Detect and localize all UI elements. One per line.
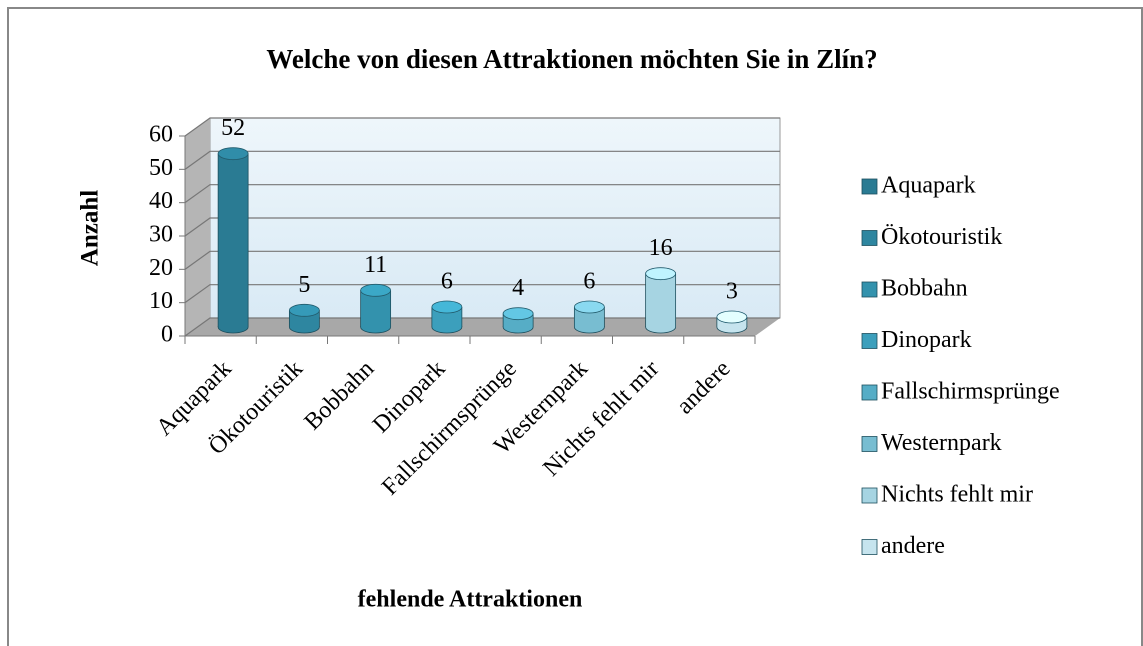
y-tick-label: 40 [149, 188, 173, 214]
data-label: 52 [221, 115, 245, 141]
legend-label: andere [881, 533, 945, 559]
y-tick-label: 50 [149, 155, 173, 181]
legend-label: Fallschirmsprünge [881, 379, 1060, 405]
legend-label: Westernpark [881, 430, 1002, 456]
chart-title: Welche von diesen Attraktionen möchten S… [266, 44, 877, 74]
legend-label: Aquapark [881, 173, 976, 199]
legend-label: Bobbahn [881, 276, 968, 302]
bar-top [716, 310, 748, 324]
y-axis-title: Anzahl [77, 190, 104, 266]
y-tick-label: 60 [149, 122, 173, 148]
floor [185, 318, 780, 336]
grid-line [184, 150, 780, 170]
legend-label: Nichts fehlt mir [881, 482, 1033, 508]
x-tick-label: Fallschirmsprünge [377, 356, 522, 501]
bar [645, 273, 676, 327]
x-tick-label: Bobbahn [300, 356, 380, 436]
grid-line [184, 184, 780, 204]
y-tick-label: 0 [161, 322, 173, 348]
legend-swatch [861, 230, 878, 246]
x-axis-title: fehlende Attraktionen [358, 587, 583, 613]
bar-top [573, 300, 605, 314]
legend-swatch [861, 384, 878, 401]
legend-swatch [861, 333, 878, 349]
grid-line [184, 217, 780, 237]
data-label: 4 [512, 275, 524, 301]
bar-top [288, 303, 320, 317]
y-tick-label: 20 [149, 255, 173, 281]
grid-line [184, 284, 780, 304]
legend-swatch [861, 178, 878, 195]
grid-line [184, 117, 780, 137]
bar [218, 153, 249, 327]
legend-swatch [861, 539, 878, 555]
data-label: 3 [726, 279, 738, 305]
bar-top [502, 307, 534, 321]
x-tick-label: andere [672, 356, 736, 420]
bar-top [360, 283, 392, 297]
data-label: 5 [298, 272, 310, 298]
data-label: 6 [583, 269, 595, 295]
chart-border [7, 7, 1143, 646]
legend-swatch [861, 436, 878, 452]
bar-top [431, 300, 463, 314]
legend-swatch [861, 281, 878, 298]
data-label: 11 [364, 252, 387, 278]
bar-top [645, 267, 677, 281]
data-label: 16 [649, 235, 673, 261]
data-label: 6 [441, 269, 453, 295]
y-tick-label: 30 [149, 222, 173, 248]
bar-top [217, 147, 249, 161]
grid-line [184, 250, 780, 270]
y-tick-label: 10 [149, 288, 173, 314]
legend-swatch [861, 487, 878, 504]
legend-label: Dinopark [881, 327, 972, 353]
legend-label: Ökotouristik [881, 224, 1002, 250]
